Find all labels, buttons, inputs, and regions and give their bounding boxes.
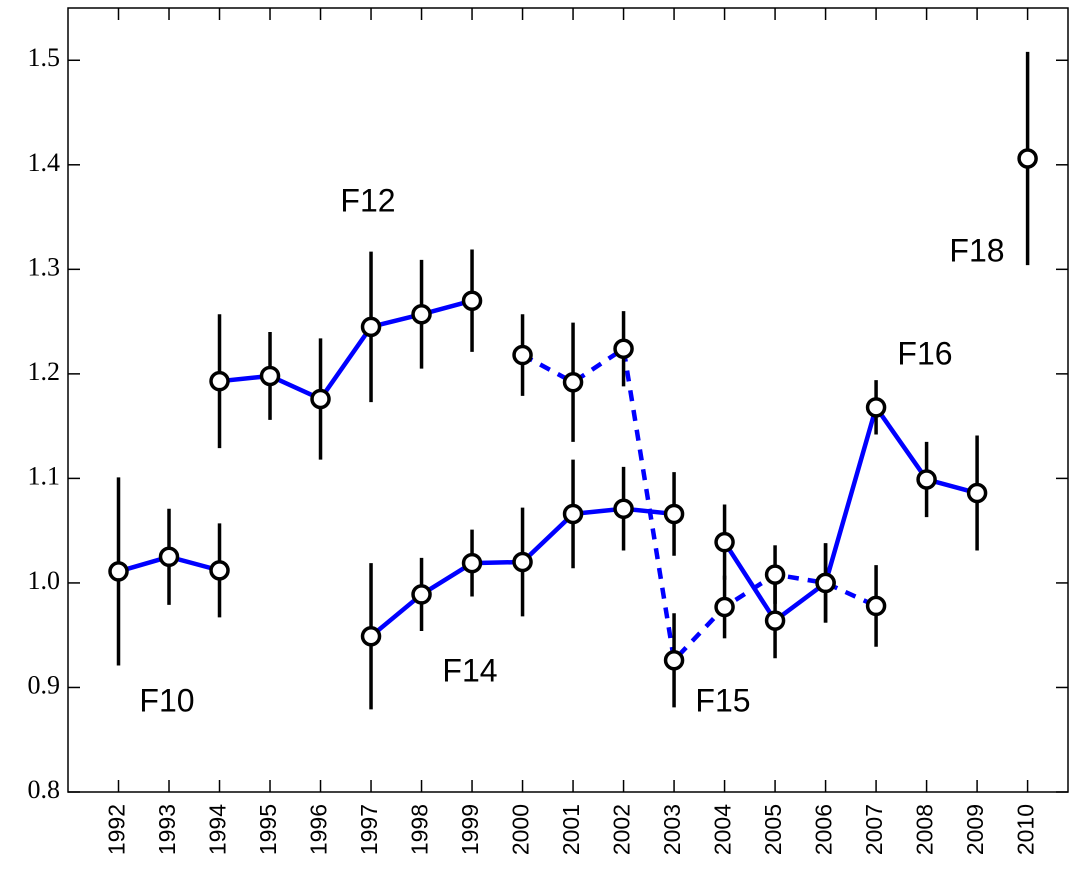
point	[259, 365, 281, 387]
plot-frame	[67, 7, 1069, 793]
y-tick-label: 1.3	[28, 252, 61, 281]
x-tick-label: 2003	[659, 804, 685, 855]
point	[714, 596, 735, 618]
point	[865, 397, 887, 418]
point	[764, 610, 786, 631]
series-line	[722, 402, 978, 624]
point	[108, 561, 129, 582]
point	[512, 551, 533, 573]
x-tick-label: 1995	[255, 804, 281, 855]
point	[562, 503, 584, 525]
point	[714, 531, 735, 553]
series-label: F15	[695, 682, 750, 718]
x-tick-label: 2010	[1013, 804, 1039, 855]
point	[461, 552, 483, 574]
y-tick-label: 1.1	[28, 461, 61, 490]
x-tick-label: 2004	[710, 804, 736, 855]
series-label: F18	[949, 232, 1004, 268]
point	[916, 469, 937, 490]
point	[764, 564, 786, 585]
point	[663, 503, 685, 525]
y-tick-label: 0.8	[28, 775, 61, 804]
x-tick-label: 1993	[154, 804, 180, 855]
point	[512, 344, 533, 366]
point	[815, 572, 836, 594]
y-tick-label: 1.2	[28, 357, 61, 386]
point	[663, 650, 685, 671]
y-tick-label: 1.4	[28, 148, 61, 177]
x-tick-label: 2000	[508, 804, 534, 855]
x-tick-label: 1998	[407, 804, 433, 855]
point	[1017, 148, 1038, 169]
y-tick-label: 1.5	[28, 43, 61, 72]
x-tick-label: 1996	[306, 804, 332, 855]
point	[613, 338, 634, 360]
series-label: F10	[139, 682, 194, 718]
point	[411, 584, 432, 605]
point	[209, 560, 230, 581]
point	[461, 290, 483, 311]
point	[562, 371, 584, 393]
point	[360, 316, 382, 338]
x-tick-label: 2008	[912, 804, 938, 855]
x-tick-label: 2007	[861, 804, 887, 855]
x-tick-label: 2001	[558, 804, 584, 855]
point	[209, 370, 230, 392]
point	[411, 304, 432, 325]
point	[613, 498, 634, 519]
x-tick-label: 1999	[457, 804, 483, 855]
x-tick-label: 2009	[962, 804, 988, 855]
series-label: F16	[897, 335, 952, 371]
x-tick-label: 1997	[356, 804, 382, 855]
series-label: F14	[442, 652, 497, 688]
y-tick-label: 1.0	[28, 566, 61, 595]
x-tick-label: 1992	[104, 804, 130, 855]
x-tick-label: 2002	[609, 804, 635, 855]
point	[310, 388, 331, 410]
x-tick-label: 2006	[811, 804, 837, 855]
x-tick-label: 2005	[760, 804, 786, 855]
point	[966, 482, 988, 504]
series-label: F12	[340, 182, 395, 218]
point	[158, 546, 180, 568]
point	[865, 595, 887, 617]
x-tick-label: 1994	[205, 804, 231, 855]
y-tick-label: 0.9	[28, 670, 61, 699]
point	[360, 625, 382, 647]
series-line	[219, 298, 473, 402]
